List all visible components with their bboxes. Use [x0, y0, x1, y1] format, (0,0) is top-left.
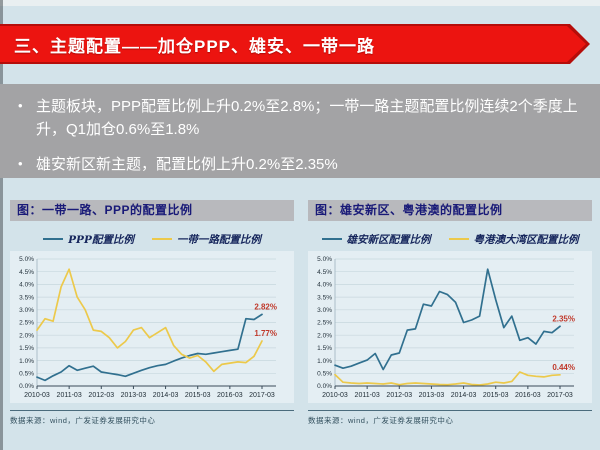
left-border-strip: [0, 0, 3, 450]
x-axis-tick-label: 2011-03: [355, 392, 380, 399]
bullet-dot-icon: •: [18, 98, 23, 113]
x-axis-tick-label: 2012-03: [386, 392, 412, 399]
x-axis-tick-label: 2014-03: [451, 392, 477, 399]
x-axis-tick-label: 2017-03: [547, 392, 573, 399]
header-banner-fill: 三、主题配置——加仓PPP、雄安、一带一路: [0, 26, 586, 62]
chart-title-left: 图：一带一路、PPP的配置比例: [10, 200, 294, 221]
y-axis-tick-label: 4.5%: [19, 269, 34, 276]
charts-row: 图：一带一路、PPP的配置比例 PPP配置比例 一带一路配置比例 0.0% 0.5%…: [10, 200, 592, 426]
series-line: [36, 313, 263, 382]
page-title: 三、主题配置——加仓PPP、雄安、一带一路: [14, 36, 376, 56]
x-axis-tick-label: 2015-03: [185, 392, 211, 399]
legend-item: 一带一路配置比例: [151, 232, 261, 247]
y-axis-tick-label: 1.5%: [317, 345, 332, 352]
y-axis-tick-label: 3.0%: [317, 307, 332, 314]
x-axis-tick-label: 2013-03: [419, 392, 445, 399]
x-axis-tick-label: 2014-03: [153, 392, 179, 399]
source-text: 数据来源：wind，广发证券发展研究中心: [308, 416, 454, 425]
legend-label: PPP配置比例: [68, 233, 134, 246]
y-axis-tick-label: 3.0%: [19, 307, 34, 314]
summary-bullet-section: • 主题板块，PPP配置比例上升0.2%至2.8%；一带一路主题配置比例连续2个…: [0, 84, 600, 178]
chart-panel-left: 图：一带一路、PPP的配置比例 PPP配置比例 一带一路配置比例 0.0% 0.5%…: [10, 200, 294, 426]
line-chart-right: 0.0% 0.5% 1.0% 1.5% 2.0% 2.5% 3.0% 3.5% 4.0% 4.5%…: [308, 251, 592, 403]
y-axis-tick-label: 0.5%: [317, 371, 332, 378]
x-axis-tick-label: 2013-03: [121, 392, 147, 399]
bullet-text-2: 雄安新区新主题，配置比例上升0.2%至2.35%: [36, 155, 338, 173]
x-axis-tick-label: 2016-03: [515, 392, 541, 399]
y-axis-tick-label: 0.5%: [19, 371, 34, 378]
bullet-text-1: 主题板块，PPP配置比例上升0.2%至2.8%；一带一路主题配置比例连续2个季度…: [36, 98, 578, 139]
y-axis-tick-label: 1.0%: [19, 358, 34, 365]
legend-line-swatch: [151, 238, 172, 240]
y-axis-tick-label: 2.0%: [19, 332, 34, 339]
y-axis-tick-label: 4.0%: [317, 282, 332, 289]
x-axis-tick-label: 2015-03: [483, 392, 509, 399]
source-text: 数据来源：wind，广发证券发展研究中心: [10, 416, 156, 425]
bullet-dot-icon: •: [18, 155, 23, 171]
y-axis-tick-label: 2.5%: [317, 320, 332, 327]
y-axis-tick-label: 5.0%: [317, 256, 332, 263]
legend-line-swatch: [321, 238, 342, 240]
y-axis-tick-label: 1.0%: [317, 358, 332, 365]
chart-legend-right: 雄安新区配置比例 粤港澳大湾区配置比例: [308, 227, 592, 251]
y-axis-tick-label: 4.5%: [317, 269, 332, 276]
chart-title-right: 图：雄安新区、粤港澳的配置比例: [308, 200, 592, 221]
legend-item: 雄安新区配置比例: [321, 232, 431, 247]
x-axis-tick-label: 2010-03: [24, 392, 50, 399]
chart-panel-right: 图：雄安新区、粤港澳的配置比例 雄安新区配置比例 粤港澳大湾区配置比例 0.0% 0…: [308, 200, 592, 426]
header-banner: 三、主题配置——加仓PPP、雄安、一带一路: [0, 24, 590, 64]
y-axis-tick-label: 1.5%: [19, 345, 34, 352]
chart-legend-left: PPP配置比例 一带一路配置比例: [10, 227, 294, 251]
legend-label: 雄安新区配置比例: [346, 233, 431, 246]
x-axis-tick-label: 2010-03: [322, 392, 348, 399]
y-axis-tick-label: 5.0%: [19, 256, 34, 263]
y-axis-tick-label: 2.5%: [19, 320, 34, 327]
legend-line-swatch: [43, 238, 64, 240]
bullet-item-1: • 主题板块，PPP配置比例上升0.2%至2.8%；一带一路主题配置比例连续2个…: [18, 95, 582, 142]
x-axis-tick-label: 2012-03: [88, 392, 114, 399]
y-axis-tick-label: 4.0%: [19, 282, 34, 289]
series-line: [334, 371, 561, 386]
source-note-left: 数据来源：wind，广发证券发展研究中心: [10, 410, 294, 426]
y-axis-tick-label: 0.0%: [19, 383, 34, 390]
legend-item: PPP配置比例: [43, 232, 134, 247]
series-end-value-label: 2.35%: [552, 314, 575, 323]
legend-line-swatch: [448, 238, 469, 240]
legend-label: 一带一路配置比例: [176, 233, 261, 246]
y-axis-tick-label: 3.5%: [317, 294, 332, 301]
line-chart-left: 0.0% 0.5% 1.0% 1.5% 2.0% 2.5% 3.0% 3.5% 4.0% 4.5%…: [10, 251, 294, 403]
legend-item: 粤港澳大湾区配置比例: [448, 232, 579, 247]
source-note-right: 数据来源：wind，广发证券发展研究中心: [308, 410, 592, 426]
series-line: [334, 268, 561, 371]
series-end-value-label: 1.77%: [254, 329, 277, 338]
bullet-item-2: • 雄安新区新主题，配置比例上升0.2%至2.35%: [18, 153, 582, 176]
legend-label: 粤港澳大湾区配置比例: [473, 233, 579, 246]
y-axis-tick-label: 3.5%: [19, 294, 34, 301]
y-axis-tick-label: 0.0%: [317, 383, 332, 390]
series-end-value-label: 0.44%: [552, 363, 575, 372]
series-end-value-label: 2.82%: [254, 302, 277, 311]
x-axis-tick-label: 2016-03: [217, 392, 243, 399]
top-border-strip: [0, 0, 600, 6]
x-axis-tick-label: 2011-03: [57, 392, 82, 399]
y-axis-tick-label: 2.0%: [317, 332, 332, 339]
series-line: [36, 268, 263, 373]
x-axis-tick-label: 2017-03: [249, 392, 275, 399]
